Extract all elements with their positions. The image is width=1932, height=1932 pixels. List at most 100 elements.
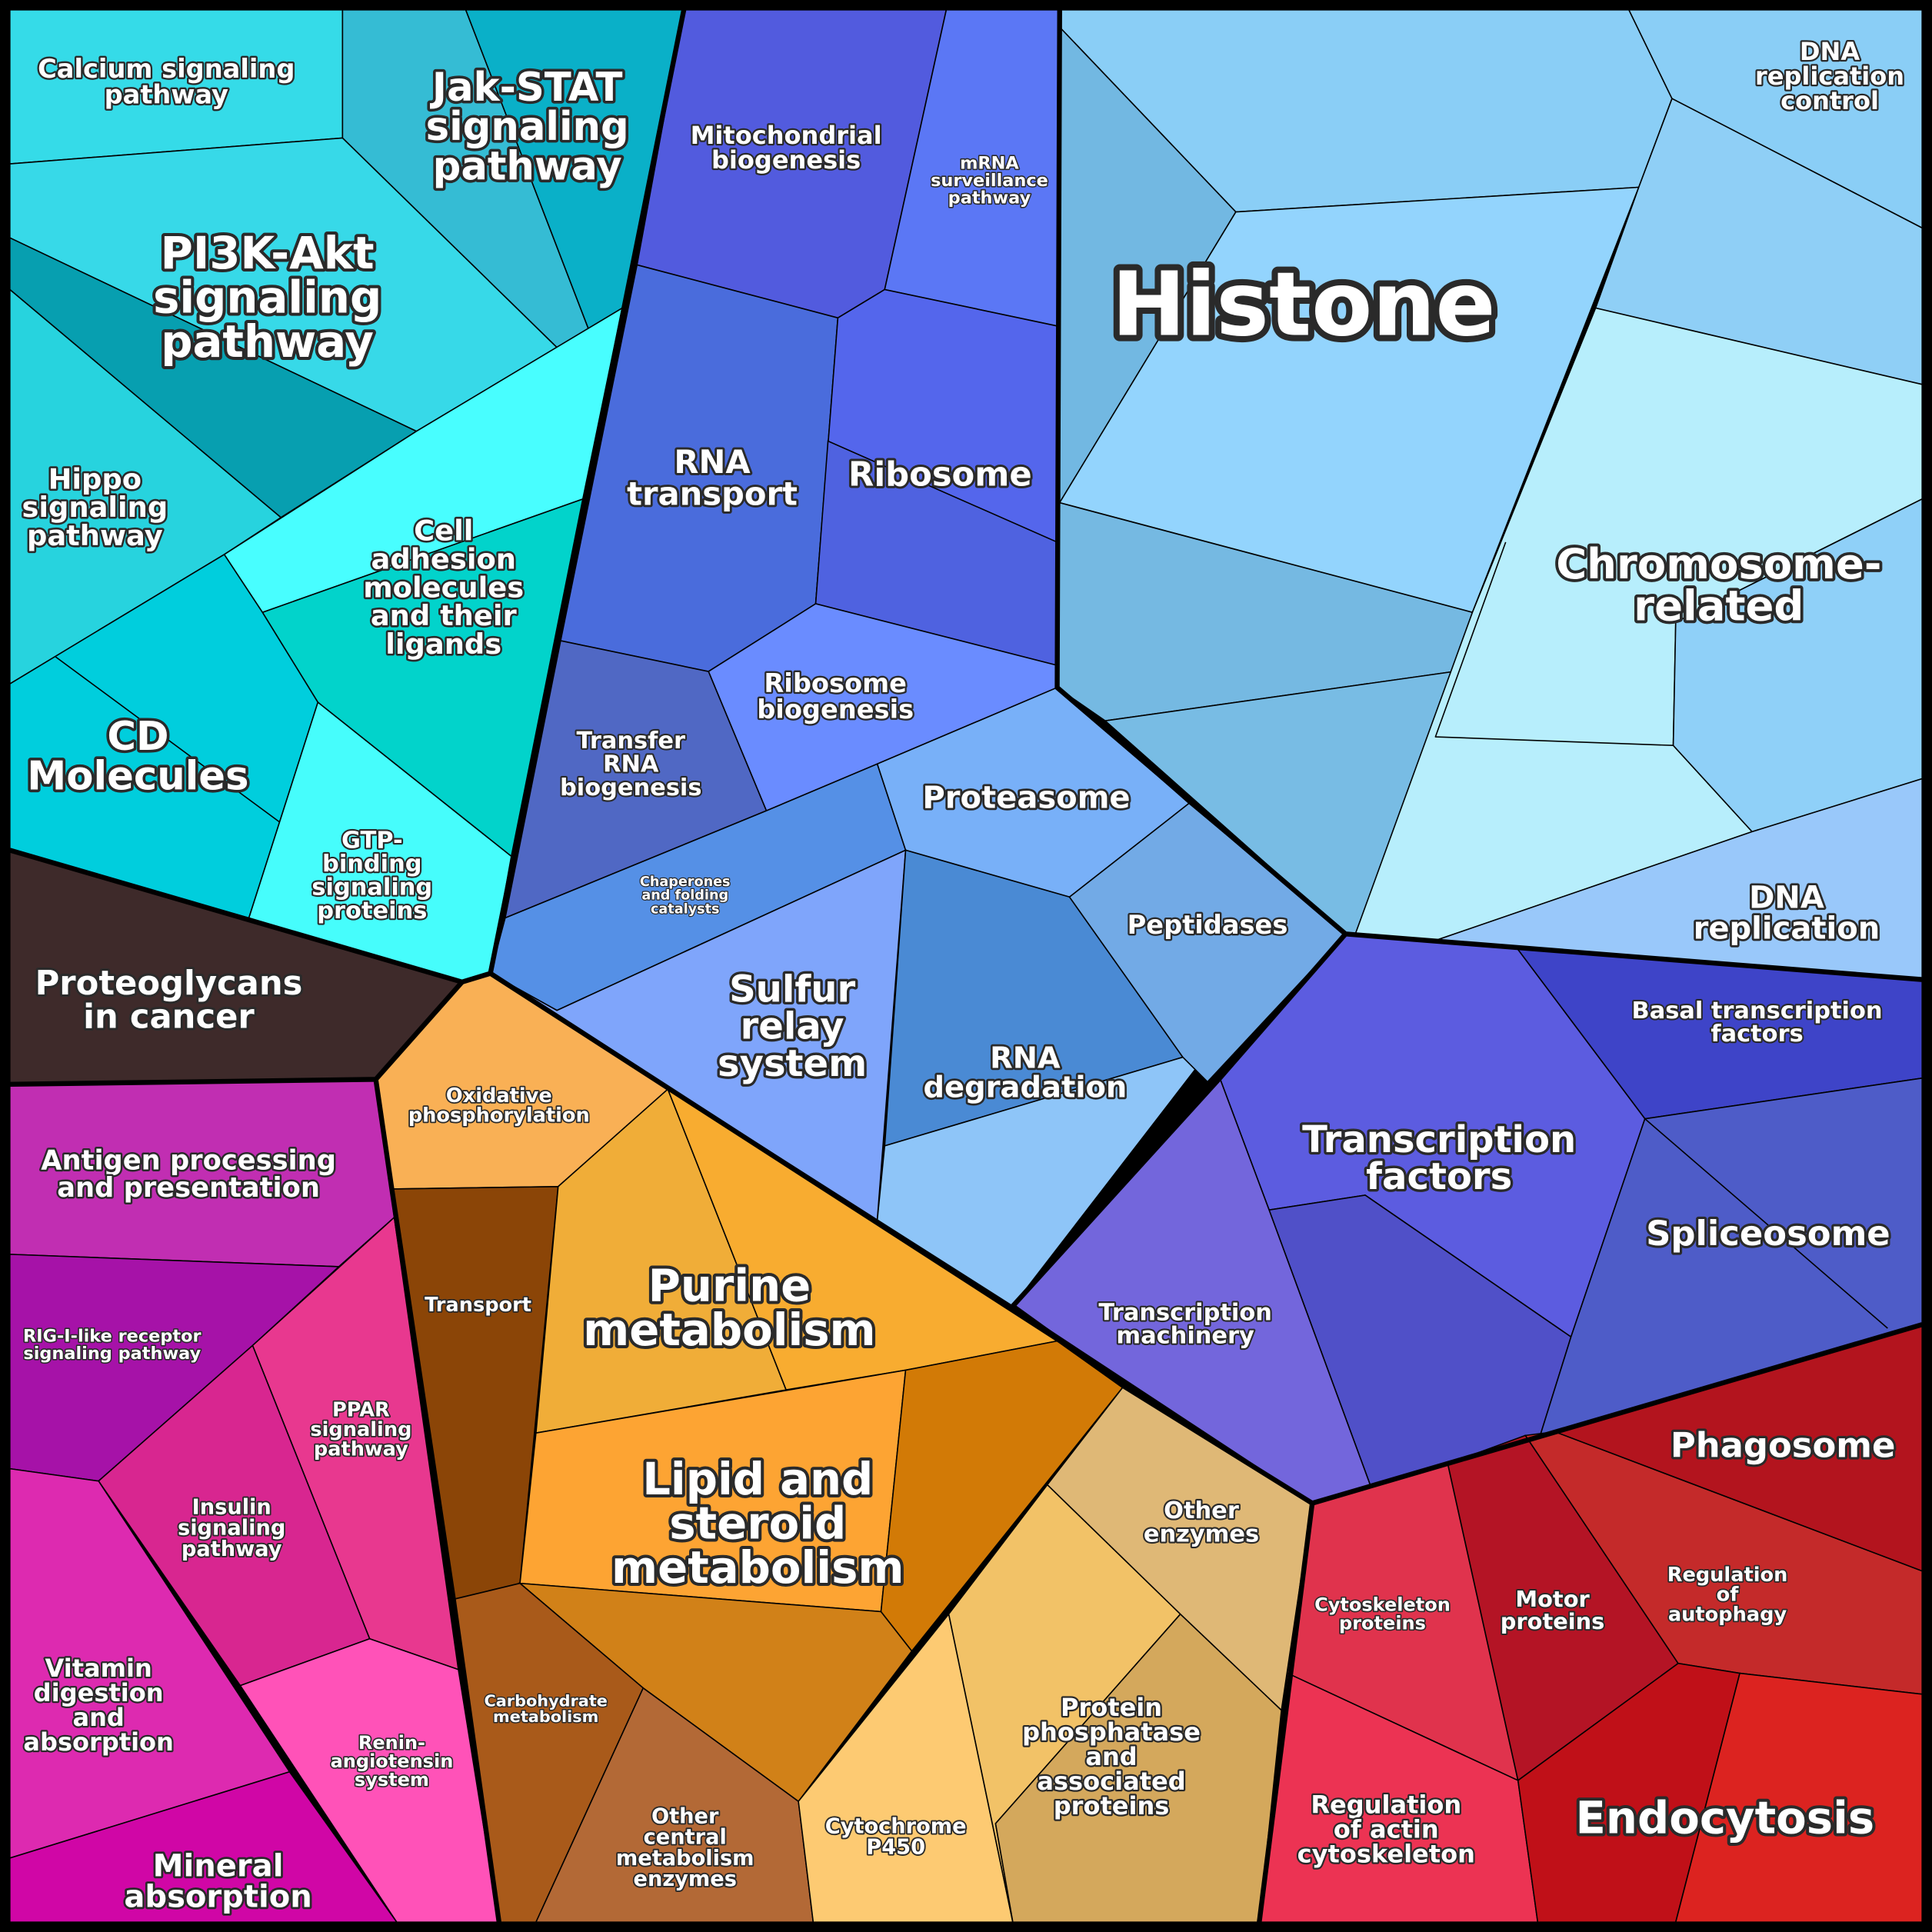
cell-label: and (1085, 1742, 1137, 1771)
cell-label: replication (1694, 911, 1880, 947)
cell-label: steroid (669, 1497, 846, 1550)
cell-label: angiotensin (331, 1750, 454, 1772)
cell-label: binding (322, 851, 422, 878)
cell-label: Transcription (1098, 1299, 1271, 1326)
cell-label: DNA (1800, 37, 1860, 66)
cell-label: Transcription (1302, 1118, 1576, 1161)
cell-label: CD (107, 714, 168, 760)
cell-label: proteins (1501, 1608, 1605, 1634)
cell-label: Mineral (153, 1849, 284, 1884)
cell-label: Endocytosis (1576, 1791, 1875, 1844)
cell-label: Cytochrome (825, 1814, 967, 1838)
cell-label: signaling (22, 491, 168, 524)
cell-label: pathway (27, 519, 163, 552)
cell-label: signaling (310, 1418, 411, 1441)
cell-label: Peptidases (1128, 910, 1288, 940)
cell-label: Purine (648, 1259, 811, 1311)
cell-divider (1644, 1118, 1888, 1329)
cell-label: Spliceosome (1646, 1213, 1890, 1254)
cell-label: Phagosome (1671, 1424, 1896, 1465)
cell-label: signaling (153, 271, 381, 324)
group-border (1257, 1503, 1315, 1923)
cell-label: Chromosome- (1556, 539, 1881, 588)
cell (1068, 802, 1347, 1083)
cell-label: pathway (314, 1438, 408, 1461)
cell-label: PI3K-Akt (161, 227, 375, 279)
cell-label: Regulation (1311, 1790, 1461, 1820)
cell-label: Hippo (48, 462, 142, 495)
cell-label: Proteasome (922, 781, 1130, 816)
cell-label: Antigen processing (41, 1145, 336, 1177)
cell-label: P450 (866, 1836, 925, 1860)
cell-label: Transport (425, 1294, 531, 1317)
cell-label: GTP- (341, 828, 403, 854)
cell-label: degradation (924, 1071, 1128, 1105)
cell-label: Ribosome (764, 668, 907, 698)
cell-label: Carbohydrate (484, 1691, 607, 1710)
cell-label: system (355, 1769, 429, 1790)
cell-label: proteins (317, 898, 427, 924)
cell-label: Other (651, 1805, 719, 1829)
cell-label: Motor (1515, 1586, 1590, 1612)
cell-label: Cytoskeleton (1314, 1594, 1451, 1615)
cell-label: absorption (23, 1727, 173, 1757)
cell-label: related (1634, 581, 1804, 631)
cell-label: of actin (1334, 1815, 1439, 1844)
cell-label: central (644, 1826, 727, 1850)
cell (880, 1340, 1125, 1653)
cell (239, 1637, 500, 1923)
cell-label: pathway (433, 143, 622, 189)
cell-label: metabolism (616, 1847, 754, 1870)
cell-label: metabolism (611, 1541, 904, 1594)
group-border (1011, 1304, 1125, 1388)
cell-label: Proteoglycans (35, 964, 303, 1003)
cell-label: PPAR (332, 1398, 390, 1421)
cell-label: cytoskeleton (1297, 1840, 1475, 1869)
cell-label: proteins (1339, 1612, 1426, 1634)
cell-label: RNA (990, 1041, 1061, 1075)
cell-label: replication (1755, 62, 1904, 91)
cell-label: relay (741, 1005, 844, 1048)
cell-label: biogenesis (711, 145, 861, 175)
cell-label: Basal transcription (1632, 998, 1883, 1024)
cell-label: biogenesis (757, 695, 914, 724)
cell-label: Insulin (192, 1495, 271, 1519)
cell-label: phosphatase (1022, 1717, 1201, 1747)
cell-label: autophagy (1668, 1603, 1787, 1626)
cell-label: enzymes (1144, 1521, 1259, 1548)
cell-divider (1434, 541, 1674, 747)
cell-label: Lipid and (642, 1453, 873, 1505)
cell-label: Transfer (576, 728, 685, 754)
cell-label: Oxidative (446, 1084, 552, 1108)
group-border (488, 9, 687, 974)
cell-label: metabolism (493, 1707, 598, 1726)
cell-label: pathway (161, 315, 374, 368)
cell-label: signaling pathway (23, 1344, 201, 1364)
cell-label: associated (1037, 1767, 1185, 1796)
cell-label: phosphorylation (408, 1104, 590, 1127)
cell-label: Calcium signaling (38, 54, 295, 84)
cell-label: RNA (674, 443, 751, 481)
cell-label: molecules (363, 571, 524, 604)
group-border (9, 980, 465, 1087)
cell-label: Sulfur (729, 968, 855, 1011)
cell-label: of (1717, 1584, 1740, 1607)
group-border (373, 1078, 501, 1923)
cell-label: biogenesis (560, 774, 701, 801)
cell-label: catalysts (651, 901, 720, 917)
cell-label: RNA (603, 751, 659, 778)
cell-label: RIG-I-like receptor (23, 1327, 202, 1347)
cell-label: Molecules (27, 753, 248, 799)
cell-label: Vitamin (45, 1654, 152, 1683)
cell-label: machinery (1116, 1323, 1254, 1350)
cell-label: ligands (385, 628, 501, 661)
cell-label: Regulation (1667, 1564, 1788, 1587)
cell-label: Histone (1111, 253, 1495, 356)
cell-label: transport (627, 475, 798, 513)
cell-label: absorption (124, 1880, 311, 1915)
group-border (1054, 9, 1923, 982)
cell-label: control (1780, 86, 1879, 115)
cell-label: Mitochondrial (691, 121, 882, 150)
cell-label: factors (1710, 1021, 1803, 1048)
cell-label: system (718, 1042, 867, 1085)
